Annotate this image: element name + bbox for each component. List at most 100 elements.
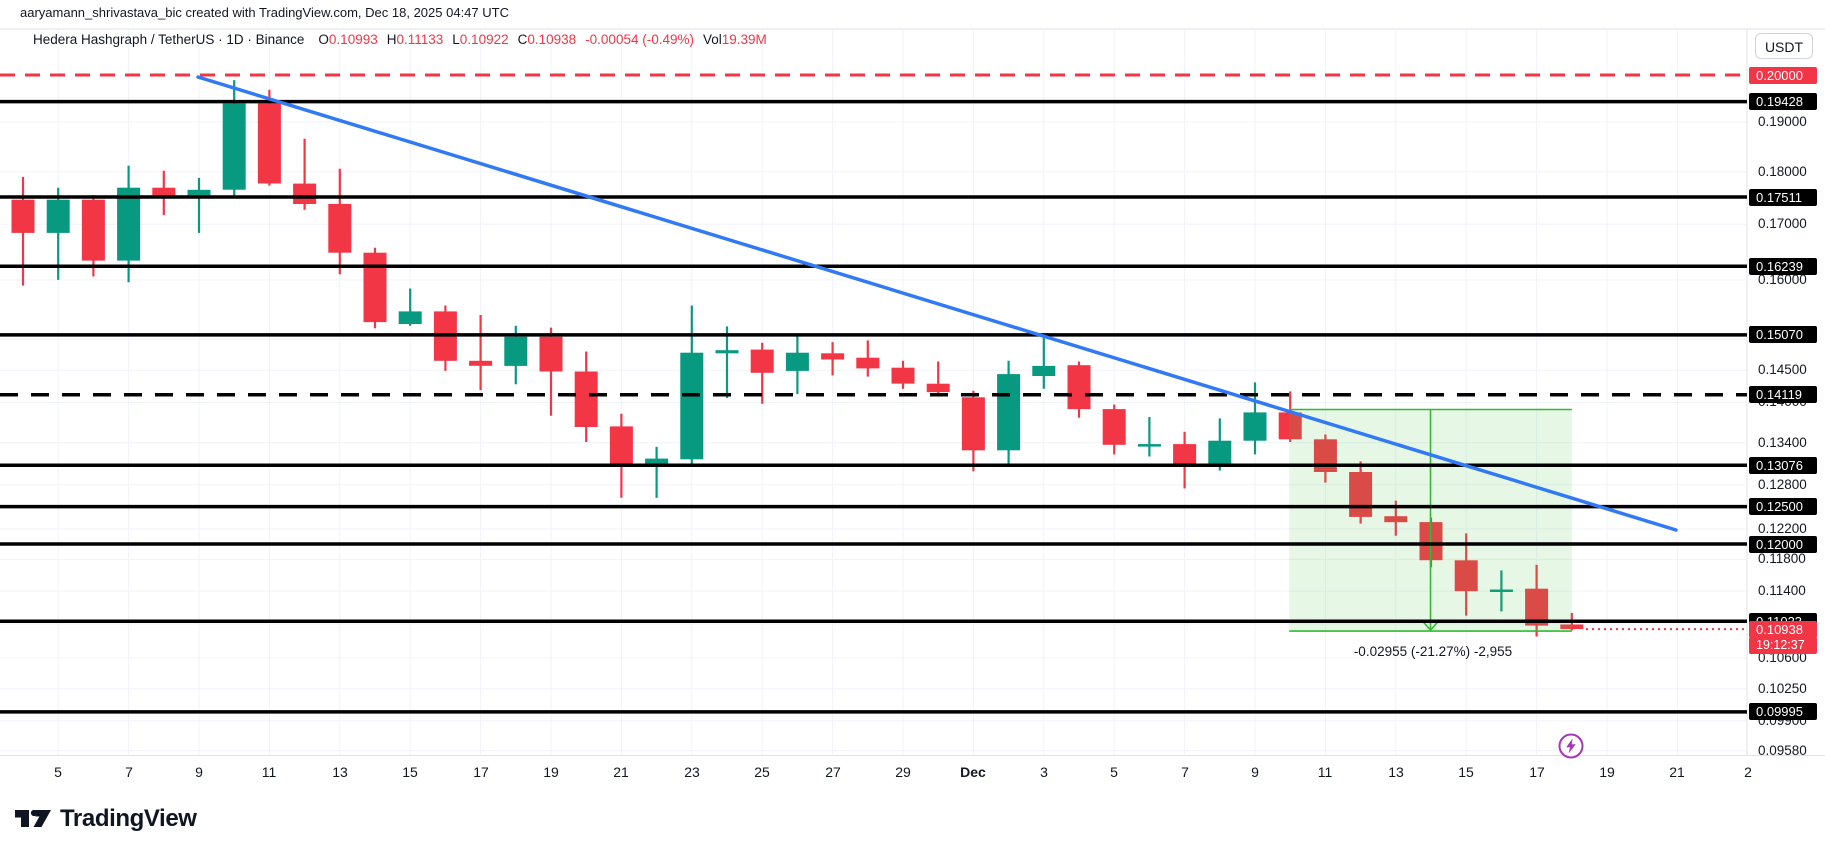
ohlc-open: O0.10993 <box>318 32 378 47</box>
time-axis[interactable]: 5 7 9 11 13 15 17 19 21 23 25 27 29 Dec 3 5 7 9 11 13 15 17 19… <box>0 755 1825 791</box>
price-level-badge: 0.15070 <box>1749 326 1817 343</box>
price-tick-label: 0.19000 <box>1758 114 1807 129</box>
candle <box>961 390 985 472</box>
symbol-info-bar[interactable]: Hedera Hashgraph / TetherUS · 1D · Binan… <box>33 32 776 47</box>
time-tick-label: 17 <box>473 764 489 780</box>
candle <box>293 138 317 210</box>
measure-tool-label: -0.02955 (-21.27%) -2,955 <box>1353 644 1513 659</box>
time-tick-label: 15 <box>402 764 418 780</box>
symbol-title[interactable]: Hedera Hashgraph / TetherUS · 1D · Binan… <box>33 32 305 47</box>
candle <box>574 351 598 442</box>
candle <box>821 342 845 376</box>
candle <box>469 315 493 391</box>
price-level-badge: 0.12500 <box>1749 498 1817 515</box>
candle <box>891 360 915 389</box>
time-tick-label: 11 <box>1317 764 1333 780</box>
ohlc-high: H0.11133 <box>386 32 444 47</box>
time-tick-label: 13 <box>332 764 348 780</box>
candle <box>1278 391 1302 442</box>
candle <box>1032 336 1056 389</box>
price-level-badge: 0.09995 <box>1749 703 1817 720</box>
price-tick-label: 0.18000 <box>1758 164 1807 179</box>
candle <box>398 288 422 326</box>
time-tick-label: 7 <box>1181 764 1189 780</box>
time-tick-label: 7 <box>125 764 133 780</box>
time-tick-label: 19 <box>1599 764 1615 780</box>
logo-bar: TradingView <box>0 790 1825 847</box>
time-tick-label: 27 <box>825 764 841 780</box>
time-tick-label: 11 <box>261 764 277 780</box>
price-tick-label: 0.13400 <box>1758 435 1807 450</box>
candle <box>645 446 669 498</box>
time-tick-label: 15 <box>1458 764 1474 780</box>
time-tick-label: Dec <box>960 764 986 780</box>
time-tick-label: 21 <box>613 764 629 780</box>
measure-range-box[interactable] <box>1289 408 1572 632</box>
currency-toggle-button[interactable]: USDT <box>1755 33 1813 59</box>
candle <box>1525 564 1549 637</box>
candle <box>750 342 774 404</box>
tradingview-logo-icon <box>15 809 51 827</box>
candle <box>1454 533 1478 616</box>
candle <box>117 165 141 283</box>
candle <box>222 80 246 196</box>
countdown-badge: 19:12:37 <box>1749 637 1817 654</box>
trendline[interactable] <box>196 75 1678 532</box>
time-tick-label: 29 <box>895 764 911 780</box>
price-level-badge: 0.19428 <box>1749 93 1817 110</box>
price-tick-label: 0.10250 <box>1758 681 1807 696</box>
price-tick-label: 0.11400 <box>1758 583 1806 598</box>
candle <box>997 360 1021 465</box>
time-tick-label: 21 <box>1669 764 1685 780</box>
candle <box>1102 404 1126 455</box>
price-tick-label: 0.09580 <box>1758 743 1807 758</box>
price-tick-label: 0.12800 <box>1758 477 1807 492</box>
price-level-badge: 0.17511 <box>1749 189 1817 206</box>
candle <box>1208 418 1232 471</box>
price-level-badge: 0.12000 <box>1749 536 1817 553</box>
tradingview-logo-text: TradingView <box>60 804 197 832</box>
candle <box>680 305 704 464</box>
candle <box>187 177 211 233</box>
price-level-badge: 0.13076 <box>1749 457 1817 474</box>
candlestick-chart[interactable] <box>0 0 1825 755</box>
candle <box>81 195 105 277</box>
ohlc-low: L0.10922 <box>452 32 509 47</box>
candle <box>152 170 176 216</box>
candle <box>856 340 880 377</box>
price-level-badge: 0.20000 <box>1749 67 1817 84</box>
time-tick-label: 9 <box>1251 764 1259 780</box>
candle <box>1173 431 1197 489</box>
time-tick-label: 19 <box>543 764 559 780</box>
time-tick-label: 5 <box>54 764 62 780</box>
time-tick-label: 25 <box>754 764 770 780</box>
price-level-badge: 0.16239 <box>1749 258 1817 275</box>
candle <box>257 89 281 186</box>
price-tick-label: 0.16000 <box>1758 272 1807 287</box>
candle <box>1067 361 1091 418</box>
candle <box>433 305 457 371</box>
time-tick-label: 13 <box>1388 764 1404 780</box>
time-tick-label: 9 <box>195 764 203 780</box>
candle <box>785 334 809 394</box>
candle <box>1137 417 1161 457</box>
lightning-icon[interactable] <box>1557 732 1585 760</box>
price-tick-label: 0.12200 <box>1758 521 1807 536</box>
time-tick-label: 3 <box>1040 764 1048 780</box>
candle <box>609 413 633 498</box>
ohlc-close: C0.10938 <box>517 32 577 47</box>
price-axis[interactable]: 0.190000.180000.170000.160000.145000.140… <box>1747 29 1825 758</box>
candle <box>363 247 387 329</box>
candle <box>46 187 70 280</box>
price-tick-label: 0.14500 <box>1758 362 1807 377</box>
candle <box>1489 570 1513 612</box>
time-tick-label: 17 <box>1529 764 1545 780</box>
attribution-text: aaryamann_shrivastava_bic created with T… <box>20 5 509 20</box>
time-tick-label: 2 <box>1744 764 1752 780</box>
candle <box>926 361 950 397</box>
candle <box>715 326 739 398</box>
candle <box>11 176 35 286</box>
volume: Vol19.39M <box>702 32 767 47</box>
candle <box>328 168 352 275</box>
